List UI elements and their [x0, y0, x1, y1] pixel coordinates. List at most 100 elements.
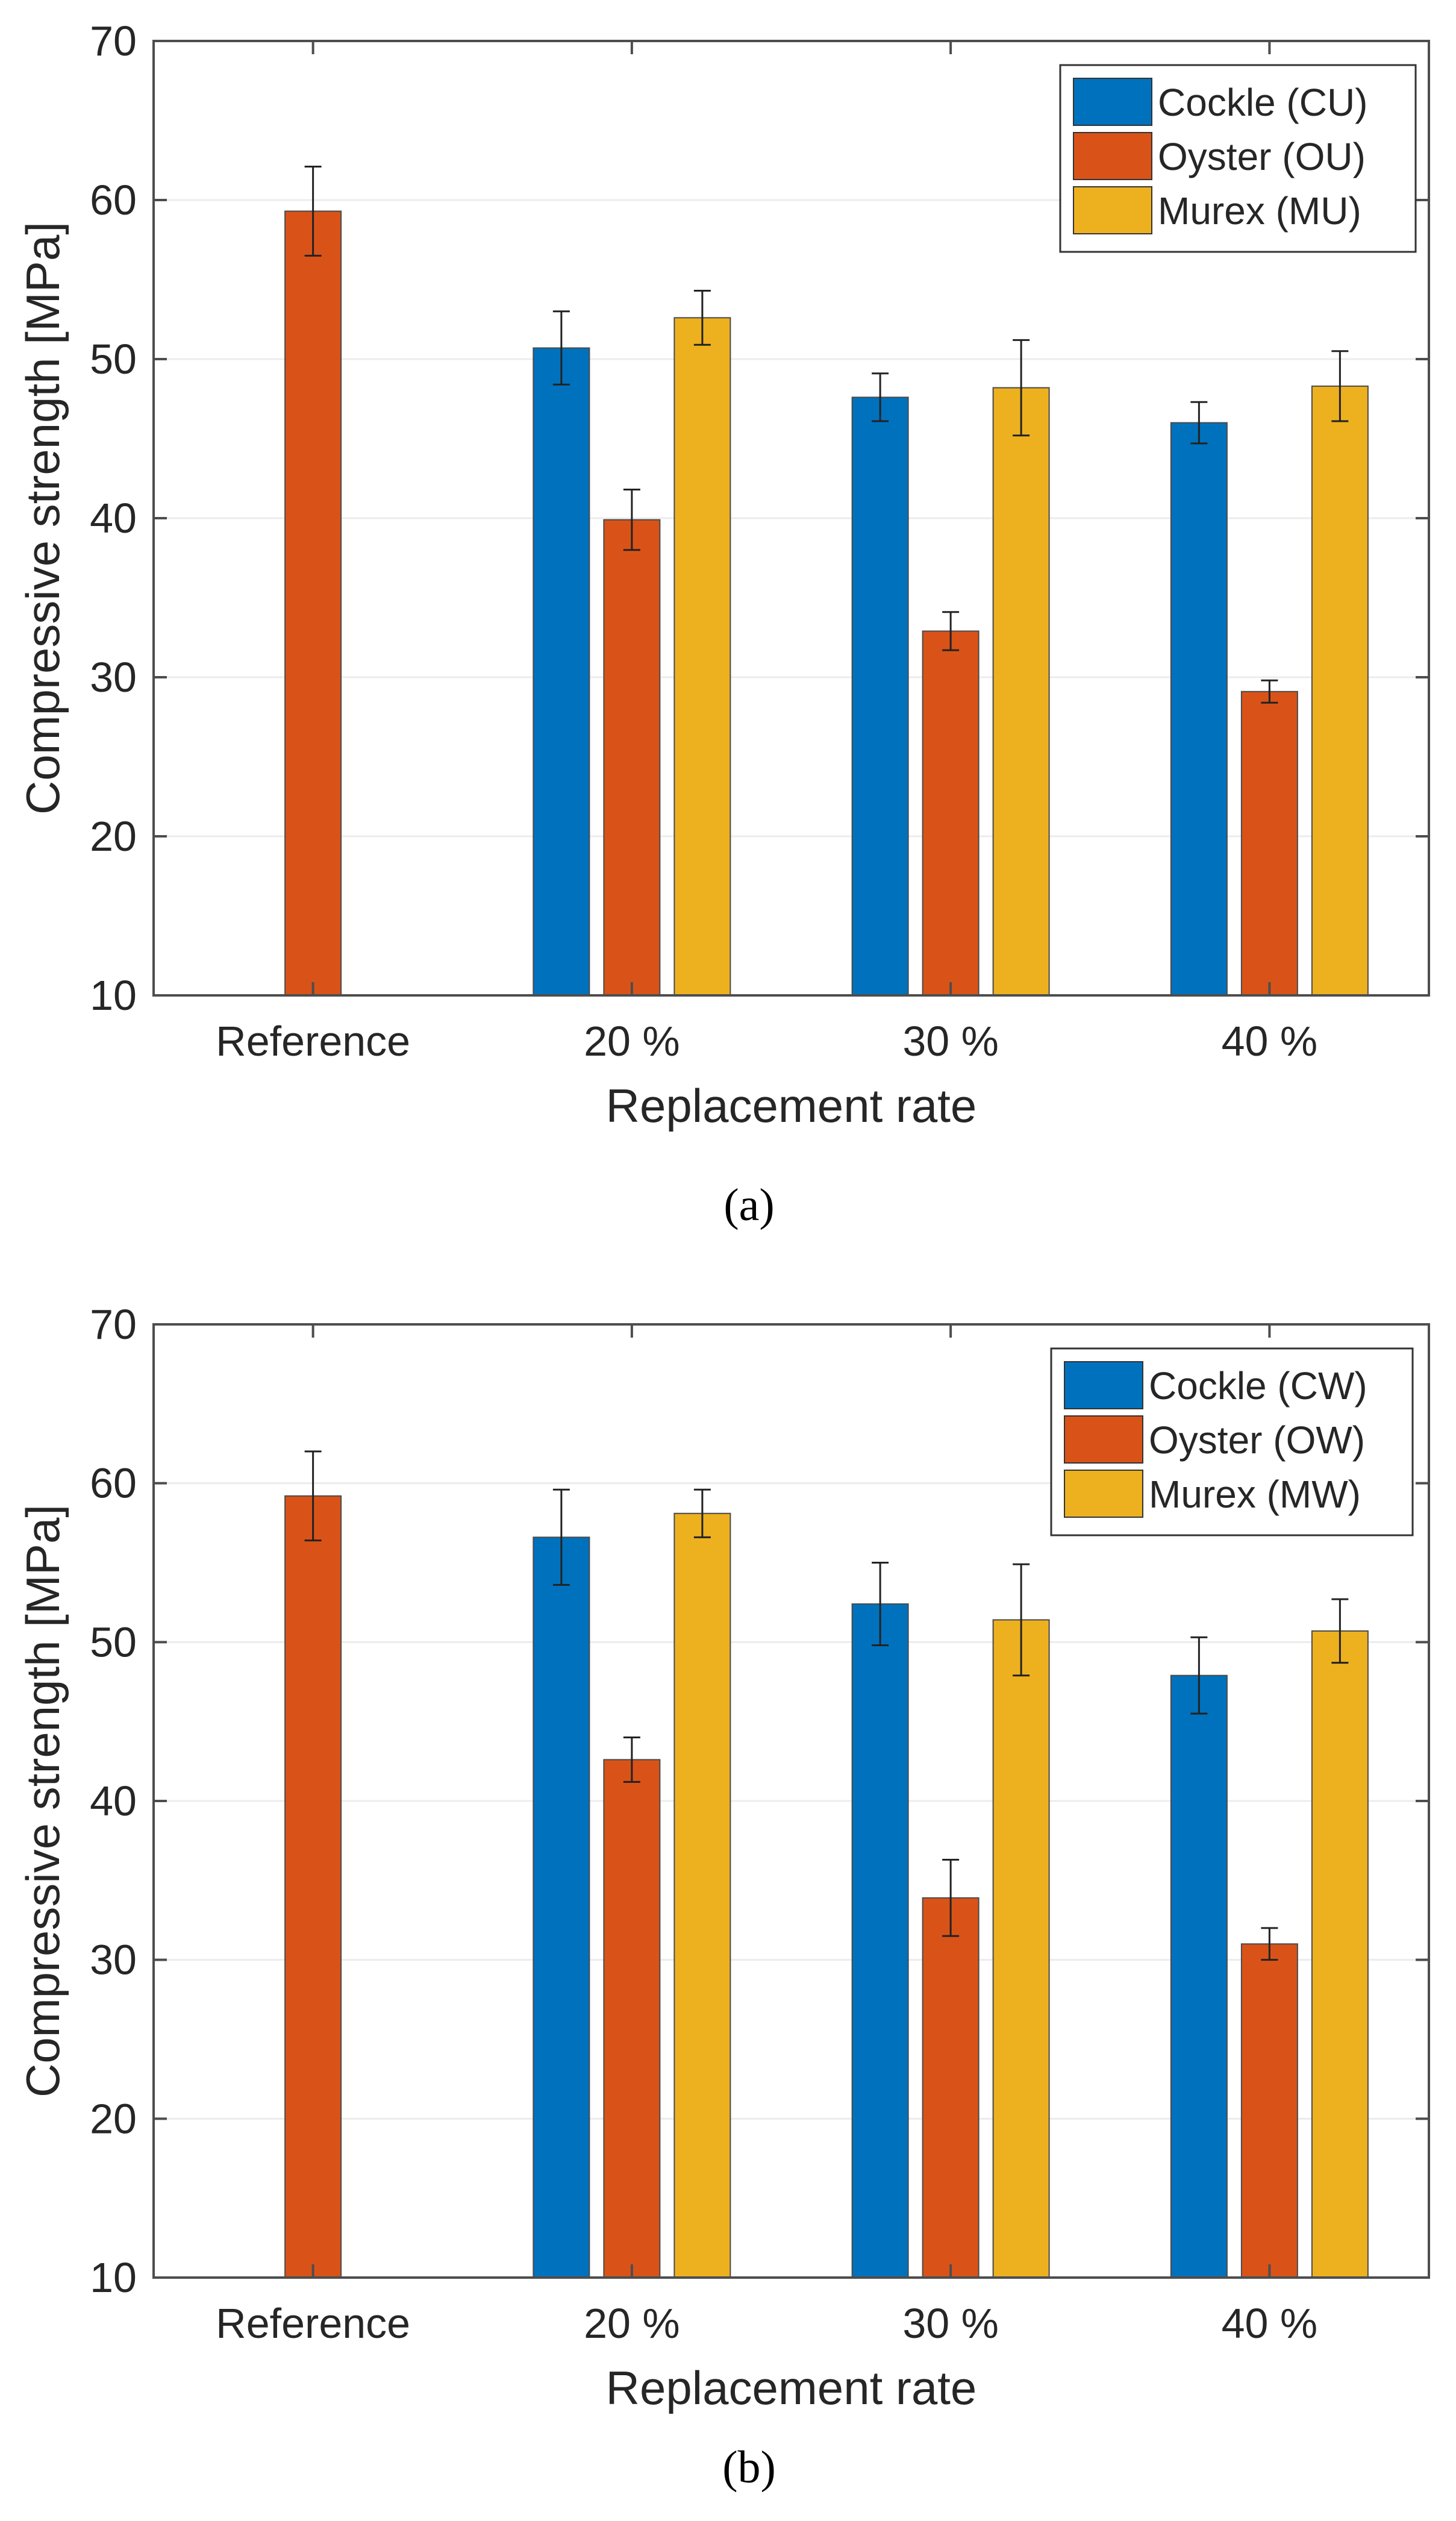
bar [1170, 422, 1228, 996]
x-tick-label: 20 % [584, 1018, 680, 1065]
y-tick-label: 40 [90, 1777, 137, 1824]
bar [673, 317, 731, 996]
y-axis: 10 20 30 40 50 60 70 [90, 17, 1429, 1019]
y-tick-label: 10 [90, 2254, 137, 2301]
bar [922, 630, 980, 996]
legend-item: Oyster (OW) [1064, 1415, 1365, 1464]
bar [1240, 691, 1298, 996]
bar [922, 1897, 980, 2278]
error-bar [693, 289, 711, 346]
legend-label: Murex (MW) [1149, 1473, 1361, 1516]
y-tick-label: 30 [90, 654, 137, 701]
y-axis-title: Compressive strength [MPa] [16, 1505, 69, 2097]
panel-caption: (b) [722, 2442, 776, 2493]
y-tick-label: 20 [90, 2095, 137, 2142]
x-tick-label: Reference [216, 1018, 410, 1065]
x-axis: Reference 20 % 30 % 40 % [216, 1324, 1317, 2347]
error-bar [693, 1488, 711, 1538]
y-tick-label: 50 [90, 336, 137, 383]
error-bar [304, 166, 322, 257]
y-tick-label: 20 [90, 813, 137, 860]
error-bar [872, 1562, 889, 1647]
bar [603, 1759, 661, 2279]
legend-swatch [1064, 1361, 1143, 1409]
bar [851, 396, 909, 996]
legend-item: Murex (MW) [1064, 1470, 1361, 1518]
legend-swatch [1073, 186, 1152, 234]
y-axis-title: Compressive strength [MPa] [16, 222, 69, 815]
y-tick-label: 30 [90, 1937, 137, 1984]
x-tick-label: 40 % [1222, 1018, 1318, 1065]
y-tick-label: 70 [90, 1301, 137, 1348]
x-axis-title: Replacement rate [606, 1079, 977, 1132]
legend-swatch [1064, 1470, 1143, 1518]
legend-label: Cockle (CW) [1149, 1364, 1367, 1408]
error-bar [942, 1859, 960, 1937]
legend-item: Cockle (CU) [1073, 78, 1367, 126]
error-bar [1013, 1563, 1030, 1677]
bar [1311, 1630, 1369, 2278]
legend-label: Oyster (OU) [1158, 135, 1366, 178]
gridlines [154, 1482, 1429, 2120]
legend-swatch [1064, 1415, 1143, 1464]
series-oyster-ou [284, 166, 1298, 997]
y-tick-label: 60 [90, 1460, 137, 1507]
y-tick-label: 50 [90, 1618, 137, 1665]
bar [284, 210, 342, 997]
legend: Cockle (CU) Oyster (OU) Murex (MU) [1059, 64, 1417, 253]
error-bar [552, 1488, 570, 1586]
legend-swatch [1073, 132, 1152, 180]
x-axis: Reference 20 % 30 % 40 % [216, 41, 1317, 1065]
bar [673, 1512, 731, 2279]
legend-item: Cockle (CW) [1064, 1361, 1367, 1409]
legend-label: Cockle (CU) [1158, 81, 1367, 124]
y-tick-label: 40 [90, 495, 137, 542]
x-axis-title: Replacement rate [606, 2361, 977, 2414]
error-bar [1331, 350, 1349, 422]
y-tick-label: 10 [90, 972, 137, 1019]
legend-swatch [1073, 78, 1152, 126]
y-axis: 10 20 30 40 50 60 70 [90, 1301, 1429, 2301]
bar [1311, 385, 1369, 996]
series-murex-mw [673, 1488, 1369, 2279]
error-bar [1261, 679, 1278, 704]
error-bar [1013, 339, 1030, 437]
error-bar [1261, 1927, 1278, 1961]
gridlines [154, 199, 1429, 838]
bar [533, 1536, 590, 2278]
series-oyster-ow [284, 1450, 1298, 2279]
legend-label: Murex (MU) [1158, 189, 1361, 233]
bar [851, 1603, 909, 2278]
x-tick-label: 30 % [902, 1018, 999, 1065]
bar [1170, 1674, 1228, 2279]
error-bar [1190, 401, 1208, 445]
bar [992, 1619, 1050, 2278]
y-tick-label: 60 [90, 177, 137, 224]
error-bar [872, 372, 889, 422]
chart-panel-b: 10 20 30 40 50 60 70 Reference 20 % 30 % 40 % Repla… [16, 1301, 1430, 2493]
y-tick-label: 70 [90, 17, 137, 64]
error-bar [623, 1737, 640, 1783]
error-bar [1331, 1598, 1349, 1664]
bar [603, 519, 661, 996]
panel-caption: (a) [723, 1180, 774, 1230]
series-cockle-cw [533, 1488, 1228, 2279]
error-bar [1190, 1636, 1208, 1715]
legend-label: Oyster (OW) [1149, 1418, 1365, 1462]
chart-panel-a: 10 20 30 40 50 60 70 Reference 20 % 30 % 40 % Repla… [16, 17, 1430, 1230]
bar [1240, 1943, 1298, 2279]
series-murex-mu [673, 289, 1369, 996]
legend-item: Murex (MU) [1073, 186, 1361, 234]
legend: Cockle (CW) Oyster (OW) Murex (MW) [1050, 1347, 1414, 1536]
series-cockle-cu [533, 310, 1228, 996]
error-bar [623, 488, 640, 551]
x-tick-label: 40 % [1222, 2300, 1318, 2347]
x-tick-label: 20 % [584, 2300, 680, 2347]
bar [992, 387, 1050, 996]
legend-item: Oyster (OU) [1073, 132, 1366, 180]
x-tick-label: Reference [216, 2300, 410, 2347]
error-bar [304, 1450, 322, 1542]
bar [533, 347, 590, 996]
x-tick-label: 30 % [902, 2300, 999, 2347]
